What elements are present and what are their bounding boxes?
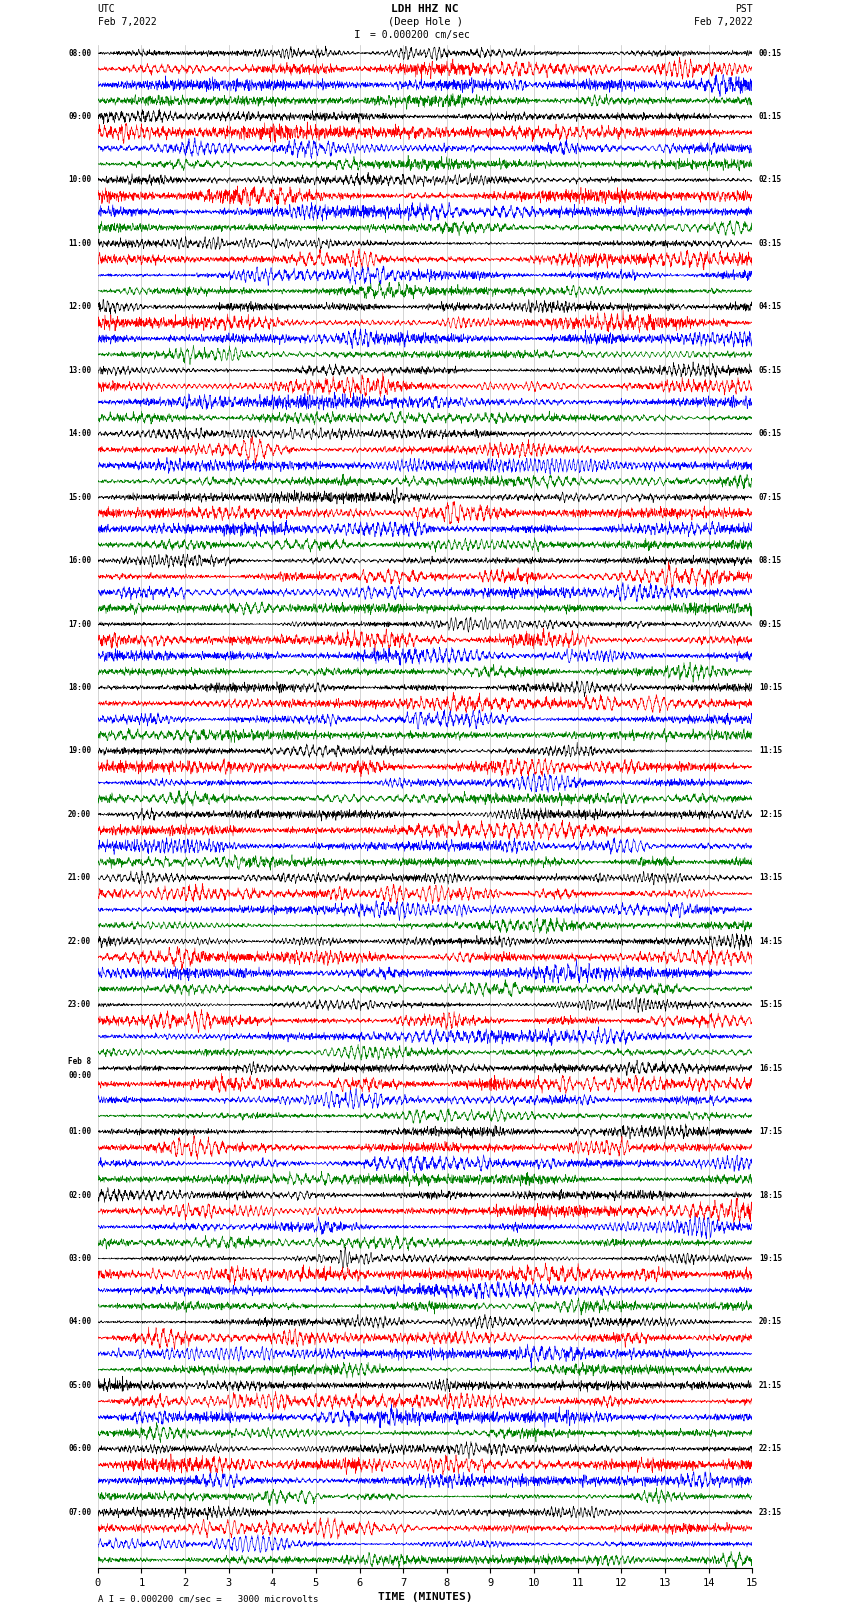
Text: 16:15: 16:15 xyxy=(759,1063,782,1073)
Text: 22:00: 22:00 xyxy=(68,937,91,945)
Text: 02:15: 02:15 xyxy=(759,176,782,184)
Text: 03:00: 03:00 xyxy=(68,1253,91,1263)
Text: 14:00: 14:00 xyxy=(68,429,91,439)
Text: 05:00: 05:00 xyxy=(68,1381,91,1390)
Text: 20:00: 20:00 xyxy=(68,810,91,819)
Text: 21:15: 21:15 xyxy=(759,1381,782,1390)
Text: 18:15: 18:15 xyxy=(759,1190,782,1200)
Text: 07:00: 07:00 xyxy=(68,1508,91,1516)
Text: 15:15: 15:15 xyxy=(759,1000,782,1010)
X-axis label: TIME (MINUTES): TIME (MINUTES) xyxy=(377,1592,473,1602)
Text: 01:15: 01:15 xyxy=(759,111,782,121)
Text: PST: PST xyxy=(734,5,752,15)
Text: Feb 7,2022: Feb 7,2022 xyxy=(98,18,156,27)
Text: 23:00: 23:00 xyxy=(68,1000,91,1010)
Text: 06:15: 06:15 xyxy=(759,429,782,439)
Text: 12:00: 12:00 xyxy=(68,302,91,311)
Text: I: I xyxy=(354,31,360,40)
Text: 00:15: 00:15 xyxy=(759,48,782,58)
Text: LDH HHZ NC: LDH HHZ NC xyxy=(391,5,459,15)
Text: 15:00: 15:00 xyxy=(68,492,91,502)
Text: 13:00: 13:00 xyxy=(68,366,91,374)
Text: 10:00: 10:00 xyxy=(68,176,91,184)
Text: 02:00: 02:00 xyxy=(68,1190,91,1200)
Text: 08:00: 08:00 xyxy=(68,48,91,58)
Text: 21:00: 21:00 xyxy=(68,873,91,882)
Text: = 0.000200 cm/sec: = 0.000200 cm/sec xyxy=(370,31,469,40)
Text: 19:00: 19:00 xyxy=(68,747,91,755)
Text: 18:00: 18:00 xyxy=(68,682,91,692)
Text: 16:00: 16:00 xyxy=(68,556,91,565)
Text: 22:15: 22:15 xyxy=(759,1444,782,1453)
Text: 17:00: 17:00 xyxy=(68,619,91,629)
Text: 03:15: 03:15 xyxy=(759,239,782,248)
Text: 11:15: 11:15 xyxy=(759,747,782,755)
Text: 09:00: 09:00 xyxy=(68,111,91,121)
Text: 19:15: 19:15 xyxy=(759,1253,782,1263)
Text: Feb 7,2022: Feb 7,2022 xyxy=(694,18,752,27)
Text: 17:15: 17:15 xyxy=(759,1127,782,1136)
Text: 11:00: 11:00 xyxy=(68,239,91,248)
Text: 07:15: 07:15 xyxy=(759,492,782,502)
Text: 13:15: 13:15 xyxy=(759,873,782,882)
Text: (Deep Hole ): (Deep Hole ) xyxy=(388,18,462,27)
Text: Feb 8: Feb 8 xyxy=(68,1057,91,1066)
Text: UTC: UTC xyxy=(98,5,116,15)
Text: 04:00: 04:00 xyxy=(68,1318,91,1326)
Text: 12:15: 12:15 xyxy=(759,810,782,819)
Text: 23:15: 23:15 xyxy=(759,1508,782,1516)
Text: 08:15: 08:15 xyxy=(759,556,782,565)
Text: 01:00: 01:00 xyxy=(68,1127,91,1136)
Text: 00:00: 00:00 xyxy=(68,1071,91,1079)
Text: 10:15: 10:15 xyxy=(759,682,782,692)
Text: 05:15: 05:15 xyxy=(759,366,782,374)
Text: 09:15: 09:15 xyxy=(759,619,782,629)
Text: 14:15: 14:15 xyxy=(759,937,782,945)
Text: 06:00: 06:00 xyxy=(68,1444,91,1453)
Text: A I = 0.000200 cm/sec =   3000 microvolts: A I = 0.000200 cm/sec = 3000 microvolts xyxy=(98,1594,318,1603)
Text: 04:15: 04:15 xyxy=(759,302,782,311)
Text: 20:15: 20:15 xyxy=(759,1318,782,1326)
